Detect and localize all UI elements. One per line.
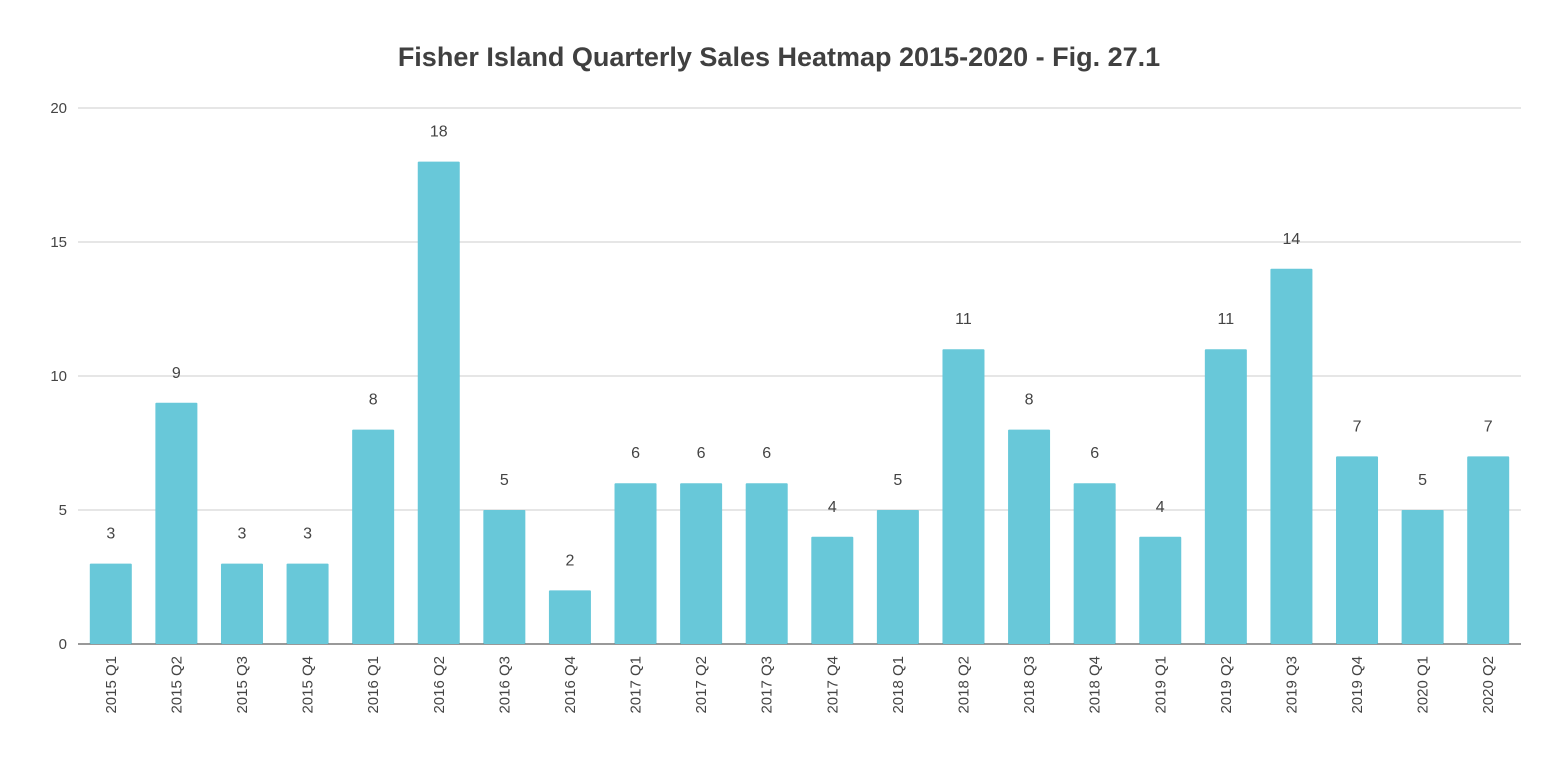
x-tick-label: 2016 Q3 [496,656,513,714]
bar [417,161,460,644]
bar [1336,456,1379,644]
data-label: 6 [631,445,640,462]
x-tick-label: 2019 Q2 [1218,656,1235,714]
data-label: 3 [303,526,312,543]
data-label: 6 [762,445,771,462]
x-tick-label: 2017 Q2 [693,656,710,714]
data-label: 6 [1090,445,1099,462]
x-tick-label: 2018 Q3 [1021,656,1038,714]
x-tick-label: 2017 Q3 [759,656,776,714]
data-label: 18 [430,124,448,141]
data-label: 6 [697,445,706,462]
x-tick-label: 2019 Q4 [1349,656,1366,714]
data-label: 3 [238,526,247,543]
bar [942,349,985,644]
bar [1073,483,1116,644]
x-tick-label: 2018 Q2 [955,656,972,714]
data-label: 7 [1484,418,1493,435]
bar [1401,510,1444,644]
x-tick-label: 2016 Q4 [562,656,579,714]
x-tick-label: 2015 Q2 [168,656,185,714]
data-label: 14 [1283,231,1301,248]
y-tick-label: 5 [59,502,67,519]
data-label: 11 [1218,311,1235,328]
data-label: 11 [955,311,972,328]
y-tick-label: 15 [50,234,67,251]
x-tick-label: 2020 Q2 [1480,656,1497,714]
bar [220,563,263,644]
x-tick-label: 2019 Q3 [1283,656,1300,714]
bar [1008,429,1051,644]
data-label: 7 [1353,418,1362,435]
x-tick-label: 2016 Q1 [365,656,382,714]
bar [155,402,198,644]
bar [1139,536,1182,644]
chart-title: Fisher Island Quarterly Sales Heatmap 20… [398,42,1160,72]
bar [286,563,329,644]
data-label: 8 [369,392,378,409]
bar [483,510,526,644]
x-tick-label: 2015 Q3 [234,656,251,714]
bar [1204,349,1247,644]
bar [745,483,788,644]
bar [1270,268,1313,644]
bar [876,510,919,644]
bar [352,429,395,644]
data-label: 4 [1156,499,1165,516]
data-label: 4 [828,499,837,516]
data-label: 5 [1418,472,1427,489]
x-tick-label: 2015 Q4 [300,656,317,714]
x-tick-label: 2015 Q1 [103,656,120,714]
data-label: 5 [500,472,509,489]
bar [1467,456,1510,644]
data-label: 8 [1025,392,1034,409]
x-tick-label: 2018 Q1 [890,656,907,714]
y-tick-label: 0 [59,636,67,653]
x-tick-label: 2016 Q2 [431,656,448,714]
x-tick-label: 2019 Q1 [1152,656,1169,714]
x-tick-label: 2020 Q1 [1415,656,1432,714]
x-tick-label: 2017 Q4 [824,656,841,714]
data-label: 3 [106,526,115,543]
bar [614,483,657,644]
data-label: 2 [565,552,574,569]
x-tick-label: 2018 Q4 [1087,656,1104,714]
y-tick-label: 10 [50,368,67,385]
bar [811,536,854,644]
bar [548,590,591,644]
y-tick-label: 20 [50,100,67,117]
data-label: 9 [172,365,181,382]
bar [680,483,723,644]
bar [89,563,132,644]
x-tick-label: 2017 Q1 [628,656,645,714]
data-label: 5 [893,472,902,489]
